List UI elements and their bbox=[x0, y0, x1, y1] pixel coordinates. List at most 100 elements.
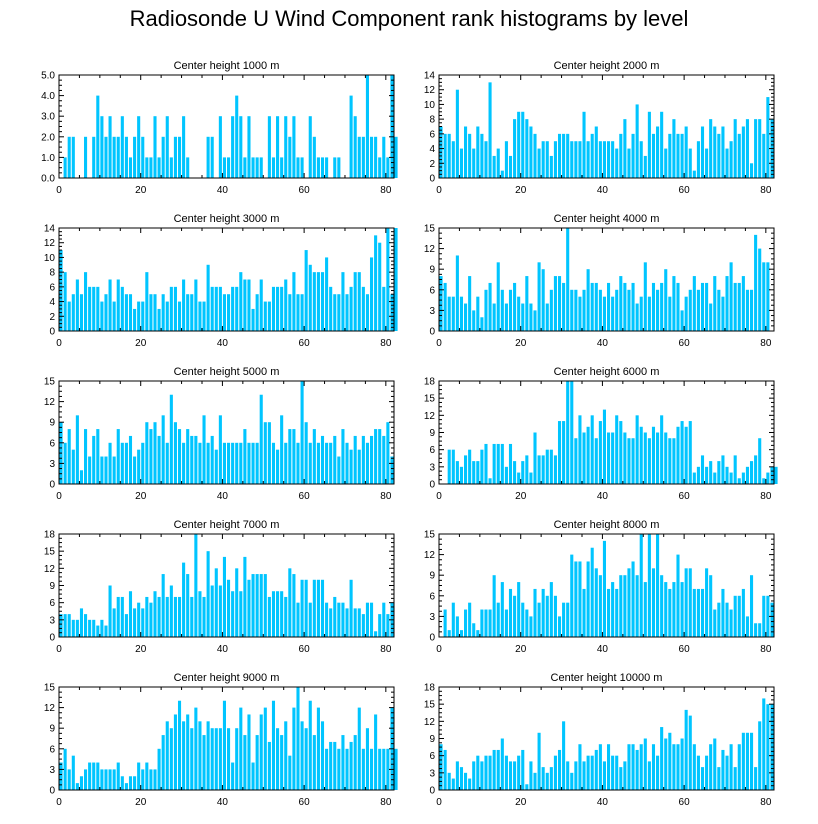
histogram-bar bbox=[386, 422, 390, 484]
histogram-bar bbox=[316, 272, 320, 331]
histogram-bar bbox=[71, 755, 75, 790]
histogram-bar bbox=[586, 755, 590, 790]
histogram-bar bbox=[96, 286, 100, 331]
histogram-bar bbox=[611, 141, 615, 178]
histogram-bar bbox=[235, 568, 239, 637]
histogram-bar bbox=[533, 588, 537, 637]
histogram-bar bbox=[541, 269, 545, 331]
histogram-bar bbox=[182, 279, 186, 331]
histogram-bar bbox=[664, 148, 668, 178]
histogram-bar bbox=[276, 728, 280, 790]
histogram-bar bbox=[337, 157, 341, 178]
histogram-bar bbox=[84, 769, 88, 790]
y-tick-label: 0 bbox=[429, 174, 435, 185]
histogram-bar bbox=[709, 119, 713, 178]
y-tick-label: 2 bbox=[49, 312, 55, 323]
histogram-bar bbox=[459, 148, 464, 178]
histogram-bar bbox=[713, 609, 717, 637]
histogram-bar bbox=[206, 721, 210, 790]
histogram-bar bbox=[504, 141, 508, 178]
histogram-bar bbox=[492, 155, 496, 178]
histogram-bar bbox=[684, 126, 688, 178]
histogram-bar bbox=[758, 438, 762, 484]
histogram-bar bbox=[182, 721, 186, 790]
histogram-bar bbox=[63, 157, 67, 178]
histogram-bar bbox=[71, 136, 75, 178]
histogram-bar bbox=[529, 126, 533, 178]
histogram-bar bbox=[676, 744, 680, 790]
histogram-bar bbox=[492, 443, 496, 484]
histogram-bar bbox=[594, 438, 598, 484]
histogram-bar bbox=[476, 461, 480, 484]
histogram-bar bbox=[308, 602, 312, 637]
y-tick-label: 4 bbox=[49, 297, 55, 308]
histogram-bar bbox=[63, 272, 67, 331]
histogram-bar bbox=[496, 602, 500, 637]
histogram-bar bbox=[623, 282, 627, 331]
x-tick-label: 60 bbox=[299, 644, 311, 655]
histogram-bar bbox=[639, 426, 643, 484]
histogram-bar bbox=[276, 286, 280, 331]
histogram-bar bbox=[304, 250, 308, 331]
histogram-bar bbox=[128, 294, 133, 331]
histogram-bar bbox=[316, 579, 320, 637]
histogram-bar bbox=[361, 748, 365, 790]
histogram-bar bbox=[647, 438, 651, 484]
histogram-bar bbox=[696, 289, 700, 331]
histogram-bar bbox=[92, 762, 96, 790]
y-tick-label: 4 bbox=[429, 144, 435, 155]
histogram-bar bbox=[280, 735, 284, 790]
histogram-bar bbox=[108, 116, 112, 178]
histogram-bar bbox=[333, 435, 337, 484]
histogram-bar bbox=[353, 608, 357, 637]
histogram-bar bbox=[590, 547, 594, 637]
histogram-bar bbox=[664, 432, 668, 484]
histogram-panel: Center height 4000 m 0 3 6 9 12 15 0 20 40 60 80 bbox=[424, 213, 775, 349]
y-tick-label: 0 bbox=[49, 786, 55, 797]
histogram-bar bbox=[276, 449, 280, 484]
histogram-bar bbox=[280, 286, 284, 331]
histogram-bar bbox=[476, 296, 480, 331]
histogram-bar bbox=[476, 755, 480, 790]
histogram-bar bbox=[566, 228, 570, 331]
histogram-bar bbox=[300, 579, 304, 637]
histogram-bar bbox=[288, 568, 292, 637]
histogram-bar bbox=[553, 595, 557, 637]
histogram-bar bbox=[627, 438, 631, 484]
histogram-bar bbox=[521, 602, 525, 637]
histogram-bar bbox=[124, 136, 128, 178]
histogram-panel: Center height 7000 m 0 3 6 9 12 15 18 0 20 40 60 80 bbox=[44, 519, 395, 655]
histogram-bar bbox=[235, 442, 239, 484]
histogram-bar bbox=[100, 116, 104, 178]
histogram-bar bbox=[382, 748, 386, 790]
histogram-bar bbox=[692, 472, 696, 484]
histogram-bar bbox=[607, 141, 611, 178]
histogram-bar bbox=[741, 588, 745, 637]
histogram-bar bbox=[100, 301, 104, 331]
histogram-bar bbox=[639, 296, 643, 331]
histogram-bar bbox=[157, 308, 161, 331]
histogram-bar bbox=[296, 602, 300, 637]
histogram-bar bbox=[725, 466, 729, 484]
histogram-bar bbox=[357, 136, 361, 178]
histogram-panel: Center height 3000 m 0 2 4 6 8 10 12 14 0 20 40 60 80 bbox=[44, 213, 398, 349]
histogram-bar bbox=[668, 732, 672, 790]
y-tick-label: 6 bbox=[429, 129, 435, 140]
histogram-bar bbox=[660, 575, 664, 637]
x-tick-label: 40 bbox=[217, 797, 229, 808]
histogram-bar bbox=[749, 163, 754, 178]
histogram-bar bbox=[149, 157, 153, 178]
histogram-bar bbox=[623, 575, 627, 637]
histogram-bar bbox=[386, 157, 390, 178]
histogram-bar bbox=[607, 432, 611, 484]
histogram-bar bbox=[116, 279, 120, 331]
histogram-bar bbox=[696, 755, 700, 790]
panel-title: Center height 1000 m bbox=[174, 60, 280, 72]
histogram-bar bbox=[88, 456, 92, 484]
histogram-bar bbox=[198, 721, 202, 790]
histogram-bar bbox=[296, 157, 300, 178]
y-tick-label: 12 bbox=[44, 397, 56, 408]
histogram-bar bbox=[721, 455, 725, 484]
histogram-bar bbox=[308, 264, 312, 331]
histogram-bar bbox=[312, 429, 316, 484]
